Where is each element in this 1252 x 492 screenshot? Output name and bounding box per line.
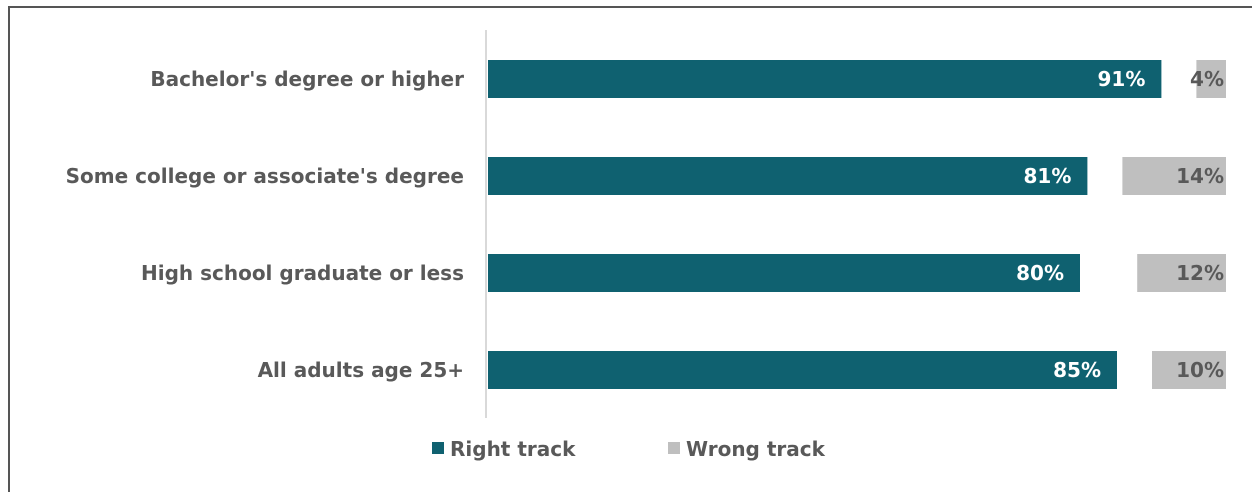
legend-swatch-right-track — [432, 442, 444, 454]
right-track-value-row-4: 85% — [1053, 358, 1101, 382]
right-track-value-row-2: 81% — [1024, 164, 1072, 188]
value-labels: 91% 4% 81% 14% 80% 12% 85% 10% — [1016, 67, 1224, 382]
legend-label-right-track: Right track — [450, 437, 576, 461]
category-label-row-3: High school graduate or less — [141, 261, 464, 285]
wrong-track-bar-row-3 — [1137, 254, 1226, 292]
right-track-value-row-1: 91% — [1098, 67, 1146, 91]
wrong-track-bar-row-1 — [1196, 60, 1226, 98]
category-labels: Bachelor's degree or higher Some college … — [66, 67, 464, 382]
wrong-track-value-row-4: 10% — [1176, 358, 1224, 382]
right-track-bar-row-4 — [488, 351, 1117, 389]
right-track-bar-row-1 — [488, 60, 1162, 98]
wrong-track-bar-row-2 — [1122, 157, 1226, 195]
right-track-bar-row-3 — [488, 254, 1080, 292]
category-label-row-1: Bachelor's degree or higher — [150, 67, 464, 91]
legend-label-wrong-track: Wrong track — [686, 437, 826, 461]
category-label-row-2: Some college or associate's degree — [66, 164, 464, 188]
wrong-track-bar-row-4 — [1152, 351, 1226, 389]
chart-frame — [8, 6, 1252, 492]
legend: Right track Wrong track — [432, 437, 826, 461]
legend-swatch-wrong-track — [668, 442, 680, 454]
right-track-value-row-3: 80% — [1016, 261, 1064, 285]
right-track-bar-row-2 — [488, 157, 1088, 195]
wrong-track-value-row-1: 4% — [1190, 67, 1224, 91]
category-label-row-4: All adults age 25+ — [258, 358, 464, 382]
bars — [488, 60, 1226, 389]
wrong-track-value-row-2: 14% — [1176, 164, 1224, 188]
wrong-track-value-row-3: 12% — [1176, 261, 1224, 285]
